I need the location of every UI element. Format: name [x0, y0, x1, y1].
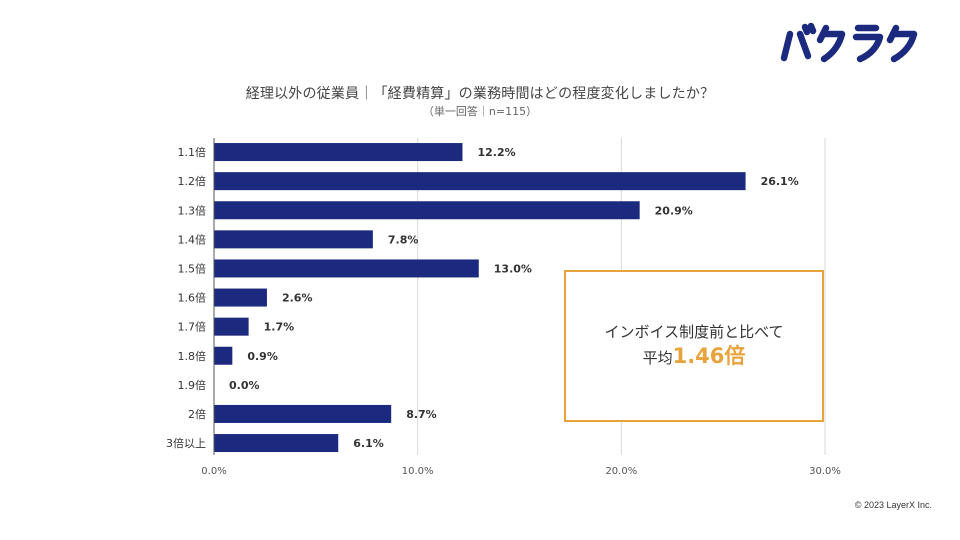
- chart-title: 経理以外の従業員｜「経費精算」の業務時間はどの程度変化しましたか？: [245, 86, 715, 102]
- x-tick-label: 10.0%: [402, 466, 434, 477]
- bar: [214, 288, 267, 307]
- value-label: 8.7%: [406, 408, 437, 421]
- value-label: 6.1%: [353, 437, 384, 450]
- category-label: 1.7倍: [178, 320, 207, 334]
- bar: [214, 434, 339, 453]
- x-tick-label: 0.0%: [201, 466, 226, 477]
- category-label: 1.2倍: [178, 174, 207, 188]
- callout-average-value: 1.46倍: [672, 344, 746, 368]
- bar: [214, 201, 640, 220]
- category-label: 1.9倍: [178, 378, 207, 392]
- category-label: 1.4倍: [178, 232, 207, 246]
- value-label: 26.1%: [761, 175, 799, 188]
- average-callout: インボイス制度前と比べて 平均1.46倍: [564, 270, 824, 422]
- x-tick-label: 30.0%: [809, 466, 841, 477]
- category-label: 1.5倍: [178, 261, 207, 275]
- category-label: 2倍: [188, 407, 206, 421]
- copyright-notice: © 2023 LayerX Inc.: [854, 500, 932, 510]
- category-label: 1.3倍: [178, 203, 207, 217]
- bar: [214, 259, 479, 278]
- callout-prefix: 平均: [642, 349, 673, 367]
- value-label: 20.9%: [655, 204, 693, 217]
- category-label: 1.6倍: [178, 291, 207, 305]
- callout-average-line: 平均1.46倍: [643, 343, 746, 371]
- bar: [214, 317, 249, 336]
- category-label: 1.8倍: [178, 349, 207, 363]
- bar: [214, 404, 392, 423]
- value-label: 2.6%: [282, 292, 313, 305]
- bar: [214, 346, 233, 365]
- chart-subtitle: （単一回答｜n=115）: [422, 105, 538, 118]
- x-tick-label: 20.0%: [605, 466, 637, 477]
- bar: [214, 172, 746, 191]
- value-label: 12.2%: [477, 146, 515, 159]
- bar: [214, 230, 373, 249]
- value-label: 1.7%: [264, 321, 295, 334]
- value-label: 0.9%: [247, 350, 278, 363]
- category-label: 1.1倍: [178, 145, 207, 159]
- callout-description: インボイス制度前と比べて: [604, 323, 784, 341]
- category-label: 3倍以上: [166, 436, 206, 450]
- value-label: 0.0%: [229, 379, 260, 392]
- bakuraku-logo: [780, 22, 918, 63]
- bar: [214, 143, 463, 162]
- value-label: 7.8%: [388, 233, 419, 246]
- value-label: 13.0%: [494, 262, 532, 275]
